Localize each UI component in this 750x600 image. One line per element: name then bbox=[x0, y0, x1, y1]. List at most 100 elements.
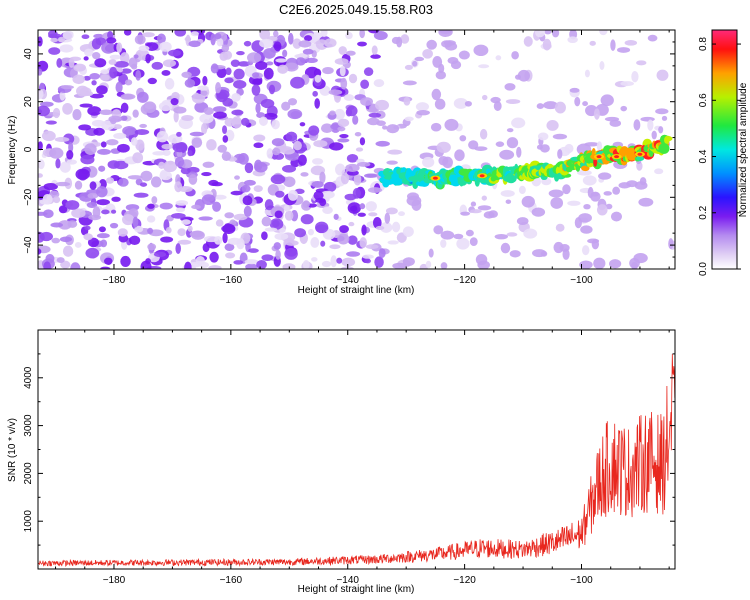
noise-blob bbox=[274, 210, 283, 219]
noise-blob bbox=[281, 148, 295, 155]
noise-blob bbox=[511, 117, 526, 129]
noise-blob bbox=[243, 40, 252, 47]
noise-blob bbox=[201, 172, 212, 177]
noise-blob bbox=[188, 174, 198, 185]
noise-blob bbox=[360, 79, 370, 90]
noise-blob bbox=[140, 260, 152, 269]
noise-blob bbox=[386, 160, 398, 165]
noise-blob bbox=[554, 101, 566, 114]
noise-blob bbox=[75, 168, 90, 180]
noise-blob bbox=[551, 30, 560, 38]
noise-blob bbox=[263, 112, 278, 120]
noise-blob bbox=[159, 41, 172, 52]
noise-blob bbox=[237, 61, 250, 67]
colorbar-label: Normalized spectral amplitude bbox=[738, 82, 749, 217]
noise-blob bbox=[365, 244, 379, 250]
noise-blob bbox=[120, 115, 128, 121]
noise-blob bbox=[217, 144, 228, 153]
noise-blob bbox=[172, 142, 188, 153]
noise-blob bbox=[359, 30, 366, 39]
noise-blob bbox=[255, 103, 261, 114]
noise-blob bbox=[133, 54, 139, 59]
noise-blob bbox=[392, 262, 407, 269]
noise-blob bbox=[107, 160, 120, 169]
noise-blob bbox=[206, 139, 217, 151]
noise-blob bbox=[135, 139, 145, 151]
colorbar-tick-label: 0.2 bbox=[698, 205, 709, 219]
noise-blob bbox=[537, 132, 549, 141]
noise-blob bbox=[98, 226, 106, 233]
noise-blob bbox=[96, 85, 108, 95]
noise-blob bbox=[299, 122, 306, 127]
noise-blob bbox=[444, 118, 459, 131]
noise-blob bbox=[254, 162, 268, 173]
noise-blob bbox=[201, 123, 208, 135]
noise-blob bbox=[70, 262, 81, 269]
noise-blob bbox=[261, 216, 272, 227]
noise-blob bbox=[436, 141, 451, 154]
noise-blob bbox=[83, 75, 91, 81]
signal-peak bbox=[479, 174, 485, 178]
snr-panel: −180 −160 −140 −120 −100 1000 2000 3000 4000 He… bbox=[7, 329, 676, 595]
noise-blob bbox=[460, 211, 471, 216]
noise-blob bbox=[112, 124, 123, 130]
noise-blob bbox=[50, 37, 58, 43]
noise-blob bbox=[284, 62, 299, 72]
noise-blob bbox=[340, 77, 348, 90]
noise-blob bbox=[402, 226, 414, 237]
noise-blob bbox=[248, 248, 259, 253]
noise-blob bbox=[435, 70, 447, 80]
noise-blob bbox=[156, 131, 169, 143]
noise-blob bbox=[265, 61, 274, 66]
noise-blob bbox=[132, 216, 139, 228]
noise-blob bbox=[593, 108, 600, 120]
noise-blob bbox=[387, 240, 399, 245]
noise-blob bbox=[60, 85, 74, 90]
noise-blob bbox=[428, 248, 434, 258]
noise-blob bbox=[199, 113, 214, 124]
noise-blob bbox=[378, 248, 386, 258]
noise-blob bbox=[600, 94, 614, 107]
noise-blob bbox=[99, 109, 113, 116]
noise-blob bbox=[120, 93, 136, 100]
noise-blob bbox=[108, 115, 122, 123]
noise-blob bbox=[284, 240, 299, 246]
noise-blob bbox=[500, 242, 511, 254]
noise-blob bbox=[56, 257, 65, 264]
noise-blob bbox=[495, 55, 502, 61]
noise-blob bbox=[111, 196, 121, 202]
noise-blob bbox=[212, 106, 227, 113]
noise-blob bbox=[104, 257, 113, 265]
noise-blob bbox=[582, 175, 597, 186]
noise-blob bbox=[494, 233, 509, 240]
noise-blob bbox=[313, 68, 322, 77]
noise-blob bbox=[158, 101, 173, 112]
noise-blob bbox=[523, 228, 538, 239]
noise-blob bbox=[319, 198, 327, 207]
noise-blob bbox=[171, 213, 186, 219]
noise-blob bbox=[500, 190, 515, 197]
signal-blob bbox=[664, 136, 670, 145]
noise-blob bbox=[191, 230, 205, 240]
noise-blob bbox=[557, 148, 563, 159]
noise-blob bbox=[365, 201, 377, 212]
noise-blob bbox=[363, 67, 374, 77]
noise-blob bbox=[224, 212, 235, 219]
noise-blob bbox=[603, 191, 612, 196]
noise-blob bbox=[305, 57, 318, 63]
noise-blob bbox=[151, 196, 158, 204]
noise-blob bbox=[224, 77, 234, 84]
noise-blob bbox=[465, 229, 474, 237]
noise-blob bbox=[66, 149, 74, 160]
noise-blob bbox=[292, 38, 302, 49]
noise-blob bbox=[454, 149, 465, 162]
noise-blob bbox=[310, 236, 320, 248]
noise-blob bbox=[534, 30, 546, 38]
noise-blob bbox=[589, 40, 596, 46]
noise-blob bbox=[259, 30, 271, 40]
noise-blob bbox=[610, 211, 622, 222]
noise-blob bbox=[505, 199, 512, 204]
noise-blob bbox=[555, 223, 565, 232]
noise-blob bbox=[201, 194, 216, 206]
noise-blob bbox=[159, 202, 173, 210]
